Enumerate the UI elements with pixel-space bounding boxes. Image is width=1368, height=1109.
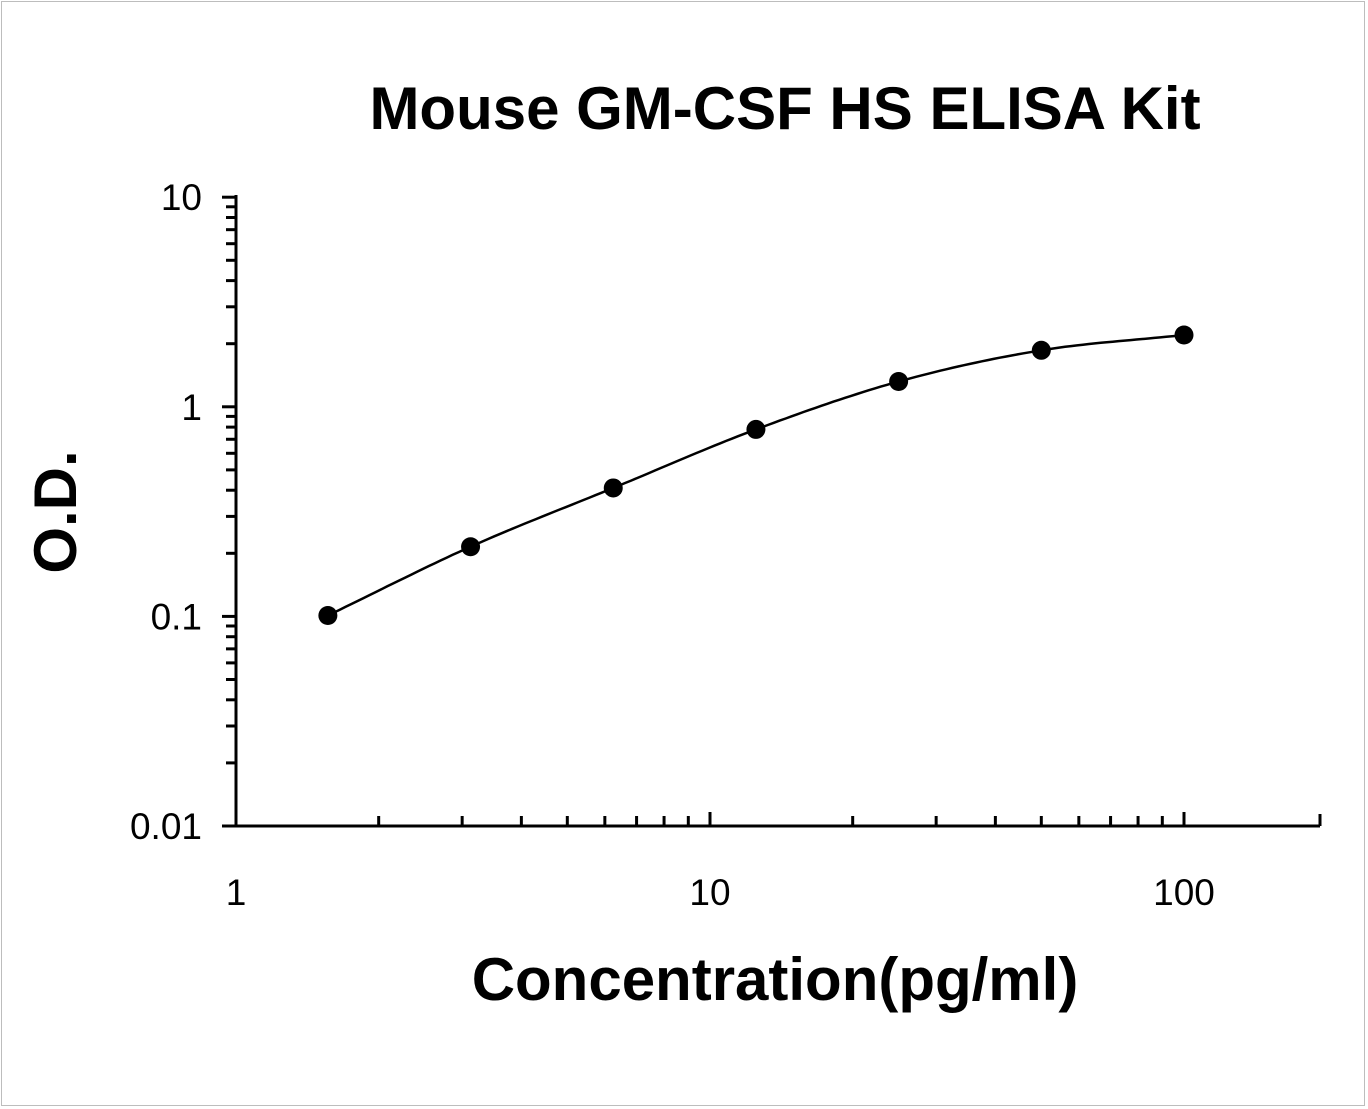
x-axis-label: Concentration(pg/ml) [472, 946, 1079, 1013]
data-point [889, 372, 909, 392]
data-points [318, 325, 1194, 625]
data-point [603, 478, 623, 498]
y-axis-label: O.D. [22, 450, 89, 573]
y-tick-label: 10 [161, 177, 202, 218]
fitted-curve [327, 333, 1185, 617]
y-tick-label: 1 [181, 387, 202, 428]
data-point [1031, 340, 1051, 360]
y-tick-label: 0.1 [151, 596, 202, 637]
chart-title: Mouse GM-CSF HS ELISA Kit [369, 75, 1200, 142]
x-tick-label: 1 [226, 872, 247, 913]
data-point [746, 419, 766, 439]
axes [222, 195, 1322, 828]
data-point [461, 537, 481, 557]
x-tick-label: 100 [1153, 872, 1215, 913]
x-tick-label: 10 [689, 872, 730, 913]
data-point [318, 605, 338, 625]
tick-labels: 10 1 0.1 0.01 1 10 100 [130, 177, 1215, 913]
data-point [1174, 325, 1194, 345]
y-tick-label: 0.01 [130, 806, 202, 847]
